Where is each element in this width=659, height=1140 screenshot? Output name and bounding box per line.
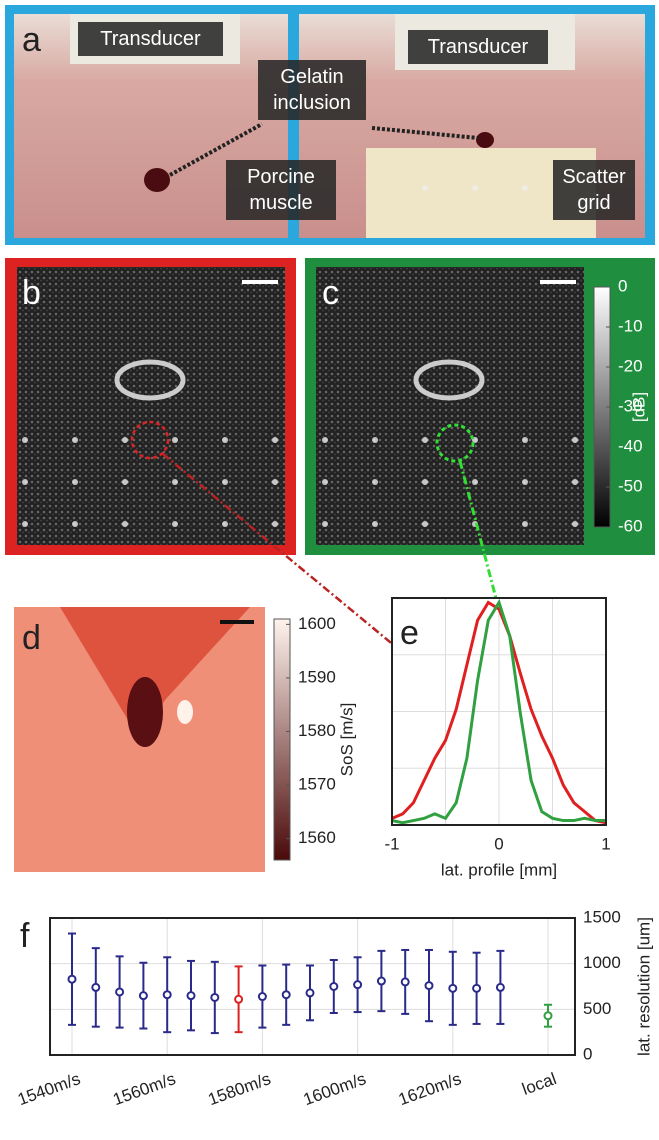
tick-label: -50 <box>618 476 643 495</box>
sos-spot <box>177 700 193 724</box>
x-tick-label: 0 <box>494 834 503 853</box>
y-tick-label: 0 <box>583 1044 592 1063</box>
point <box>305 988 315 998</box>
colorbar-label: [dB] <box>629 392 648 422</box>
point <box>210 992 220 1002</box>
point <box>67 974 77 984</box>
roi <box>435 423 475 463</box>
point <box>138 991 148 1001</box>
panel-label: b <box>22 274 41 312</box>
y-axis-label: lat. resolution [um] <box>634 917 653 1056</box>
point <box>543 1011 553 1021</box>
tick-label: -30 <box>618 396 643 415</box>
annotation: Transducer <box>408 30 548 64</box>
annotation: Transducer <box>78 22 223 56</box>
tick-label: 1560 <box>298 828 336 847</box>
line-series <box>391 598 606 825</box>
tick-label: -60 <box>618 516 643 535</box>
point <box>495 982 505 992</box>
x-tick-label: 1580m/s <box>206 1069 274 1109</box>
inclusion <box>144 168 170 192</box>
inclusion <box>476 132 494 148</box>
tick-label: -20 <box>618 356 643 375</box>
point <box>162 990 172 1000</box>
x-tick-label: 1 <box>601 834 610 853</box>
point <box>400 977 410 987</box>
point <box>329 982 339 991</box>
point <box>376 976 386 986</box>
y-tick-label: 1500 <box>583 907 621 926</box>
annotation: Scatter grid <box>553 160 635 220</box>
tick-label: -40 <box>618 436 643 455</box>
x-tick-label: -1 <box>384 834 399 853</box>
scatterers <box>316 420 584 530</box>
point <box>115 987 125 997</box>
plot-area <box>50 918 575 1055</box>
pointer <box>371 126 479 140</box>
x-axis-label: lat. profile [mm] <box>441 860 557 879</box>
panel-label: c <box>322 274 339 312</box>
panel-label: e <box>400 614 419 652</box>
plot-frame <box>49 917 576 1056</box>
panel-label: d <box>22 619 41 657</box>
tick-label: 1590 <box>298 667 336 686</box>
point <box>257 992 267 1002</box>
tick-label: 1570 <box>298 775 336 794</box>
point <box>186 991 196 1001</box>
colorbar <box>273 618 291 861</box>
y-tick-label: 1000 <box>583 953 621 972</box>
tick-label: -10 <box>618 316 643 335</box>
x-tick-label: 1540m/s <box>15 1069 83 1109</box>
point <box>353 980 363 990</box>
annotation: Gelatin inclusion <box>258 60 366 120</box>
x-tick-label: 1600m/s <box>301 1069 369 1109</box>
x-tick-label: 1560m/s <box>110 1069 178 1109</box>
tick-label: 1600 <box>298 614 336 633</box>
inclusion <box>413 359 485 401</box>
colorbar-label: SoS [m/s] <box>337 703 356 777</box>
panel-labels: a b c d e f <box>20 21 419 955</box>
scatterers <box>17 420 285 530</box>
sos-inclusion <box>127 677 163 747</box>
sos-region <box>60 607 250 740</box>
link <box>458 460 505 626</box>
inclusion <box>114 359 186 401</box>
point <box>424 981 434 991</box>
panel-label: a <box>22 21 41 59</box>
x-tick-label: local <box>520 1069 559 1099</box>
plot-frame <box>391 597 607 826</box>
point <box>91 982 101 992</box>
tick-label: 0 <box>618 276 627 295</box>
pointer <box>169 122 263 177</box>
roi <box>130 420 170 460</box>
annotation: Porcine muscle <box>226 160 336 220</box>
line-series <box>391 600 607 825</box>
y-tick-label: 500 <box>583 999 611 1018</box>
point <box>472 983 482 993</box>
tick-label: 1580 <box>298 721 336 740</box>
x-tick-label: 1620m/s <box>396 1069 464 1109</box>
point <box>281 990 291 1000</box>
grid-dots <box>420 165 550 220</box>
point <box>448 983 458 993</box>
panel-label: f <box>20 917 30 955</box>
point <box>234 994 244 1004</box>
